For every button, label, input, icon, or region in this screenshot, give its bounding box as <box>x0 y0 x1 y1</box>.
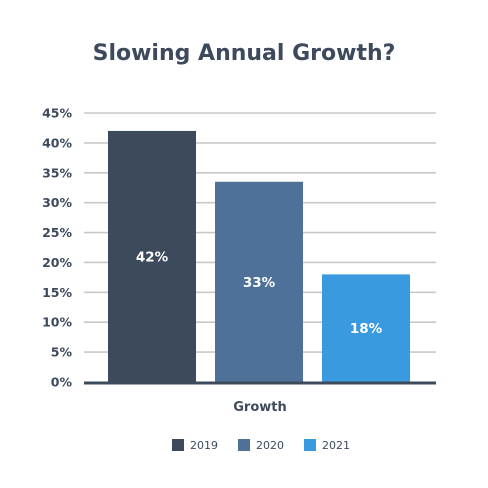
y-tick-label: 30% <box>42 195 72 210</box>
data-label-2021: 18% <box>350 321 383 337</box>
y-tick-label: 45% <box>42 106 72 121</box>
legend-item-2021: 2021 <box>304 439 350 452</box>
legend: 2019 2020 2021 <box>172 439 350 452</box>
legend-swatch <box>238 439 250 451</box>
legend-label: 2019 <box>190 439 218 452</box>
legend-label: 2020 <box>256 439 284 452</box>
chart-title: Slowing Annual Growth? <box>93 41 396 66</box>
legend-item-2019: 2019 <box>172 439 218 452</box>
legend-swatch <box>304 439 316 451</box>
bar-2020 <box>215 181 303 382</box>
bar-2021 <box>322 274 410 382</box>
bar-2019 <box>108 130 196 382</box>
legend-item-2020: 2020 <box>238 439 284 452</box>
data-label-2019: 42% <box>136 249 169 265</box>
y-tick-label: 35% <box>42 165 72 180</box>
data-label-2020: 33% <box>243 275 276 291</box>
x-axis-label: Growth <box>233 400 287 415</box>
data-labels: 42% 33% 18% <box>136 249 383 337</box>
y-tick-label: 40% <box>42 135 72 150</box>
y-tick-label: 25% <box>42 225 72 240</box>
y-tick-label: 10% <box>42 315 72 330</box>
y-tick-label: 20% <box>42 255 72 270</box>
bars <box>108 130 410 382</box>
y-tick-label: 5% <box>51 345 73 360</box>
y-axis-ticks: 0% 5% 10% 15% 20% 25% 30% 35% 40% 45% <box>42 106 72 390</box>
legend-label: 2021 <box>322 439 350 452</box>
y-tick-label: 15% <box>42 285 72 300</box>
y-tick-label: 0% <box>51 375 73 390</box>
legend-swatch <box>172 439 184 451</box>
